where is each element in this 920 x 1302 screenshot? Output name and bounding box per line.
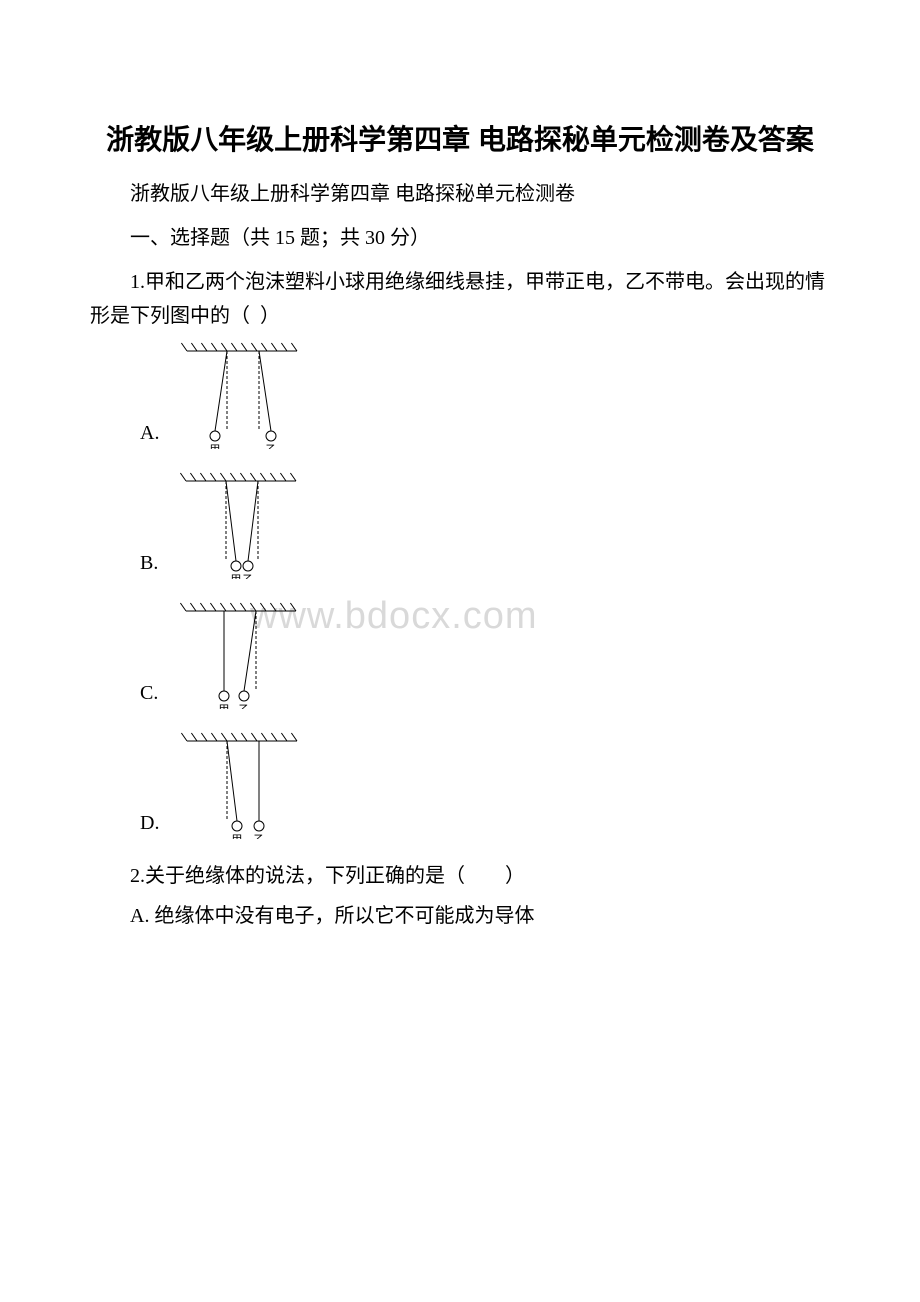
svg-text:乙: 乙 — [254, 833, 265, 839]
svg-text:甲: 甲 — [231, 574, 242, 579]
q1-diagram-d: 甲乙 — [177, 729, 307, 839]
page-content: 浙教版八年级上册科学第四章 电路探秘单元检测卷及答案 浙教版八年级上册科学第四章… — [90, 120, 830, 933]
option-letter: A. — [140, 422, 159, 449]
option-letter: B. — [140, 552, 158, 579]
option-letter: C. — [140, 682, 158, 709]
svg-text:乙: 乙 — [243, 573, 254, 579]
section-header: 一、选择题（共 15 题；共 30 分） — [90, 221, 830, 255]
q2-option-a: A. 绝缘体中没有电子，所以它不可能成为导体 — [90, 899, 830, 933]
svg-text:乙: 乙 — [266, 443, 277, 449]
q1-option-b: B. 甲乙 — [90, 469, 830, 579]
page-subtitle: 浙教版八年级上册科学第四章 电路探秘单元检测卷 — [90, 177, 830, 211]
q1-stem: 1.甲和乙两个泡沫塑料小球用绝缘细线悬挂，甲带正电，乙不带电。会出现的情形是下列… — [90, 265, 830, 333]
q1-diagram-a: 甲乙 — [177, 339, 307, 449]
svg-text:乙: 乙 — [239, 703, 250, 709]
option-letter: D. — [140, 812, 159, 839]
option-text: A. 绝缘体中没有电子，所以它不可能成为导体 — [130, 905, 534, 927]
svg-text:甲: 甲 — [210, 444, 221, 449]
svg-text:甲: 甲 — [219, 704, 230, 709]
q1-option-a: A. 甲乙 — [90, 339, 830, 449]
q1-diagram-c: 甲乙 — [176, 599, 306, 709]
page-title: 浙教版八年级上册科学第四章 电路探秘单元检测卷及答案 — [90, 120, 830, 159]
svg-text:甲: 甲 — [232, 834, 243, 839]
q2-stem: 2.关于绝缘体的说法，下列正确的是（ ） — [90, 859, 830, 893]
q1-diagram-b: 甲乙 — [176, 469, 306, 579]
q1-option-c: C. 甲乙 — [90, 599, 830, 709]
q1-option-d: D. 甲乙 — [90, 729, 830, 839]
